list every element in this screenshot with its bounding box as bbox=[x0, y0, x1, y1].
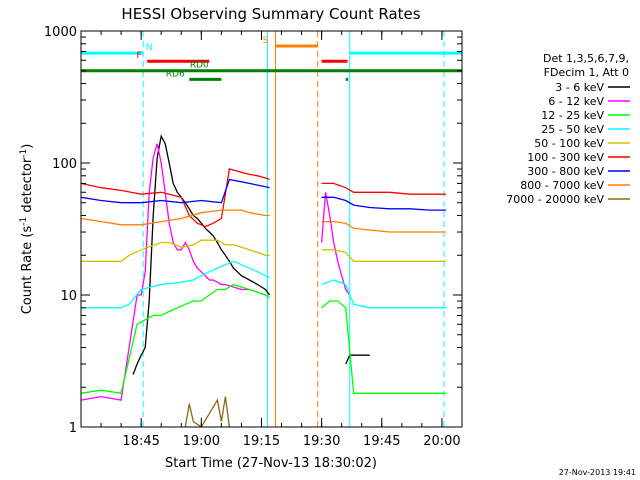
y-tick-label-3: 1000 bbox=[44, 25, 77, 40]
series-2-segment-1 bbox=[321, 300, 446, 394]
legend-label-4: 50 - 100 keV bbox=[534, 137, 604, 150]
flag-n-label: N bbox=[146, 43, 153, 53]
series-7-segment-0 bbox=[80, 209, 270, 226]
plot-frame bbox=[80, 30, 463, 428]
legend: Det 1,3,5,6,7,9,FDecim 1, Att 0 3 - 6 keV… bbox=[506, 52, 630, 206]
y-axis-label: Count Rate (s-1 detector-1) bbox=[19, 144, 35, 315]
series-1-segment-0 bbox=[80, 143, 266, 401]
y-tick-label-1: 10 bbox=[60, 289, 77, 304]
series-7-segment-1 bbox=[321, 220, 446, 233]
legend-header-0: Det 1,3,5,6,7,9, bbox=[543, 52, 629, 65]
x-tick-label-4: 19:45 bbox=[363, 434, 400, 449]
flag-f-label: F bbox=[137, 51, 142, 61]
series-8-segment-0 bbox=[184, 396, 231, 428]
x-axis: 18:45 19:00 19:15 19:30 19:45 20:00 bbox=[100, 31, 461, 449]
x-tick-label-3: 19:30 bbox=[303, 434, 340, 449]
series-4-segment-1 bbox=[321, 249, 446, 262]
footer-timestamp: 27-Nov-2013 19:41 bbox=[559, 468, 636, 477]
legend-label-2: 12 - 25 keV bbox=[541, 109, 604, 122]
x-tick-label-5: 20:00 bbox=[423, 434, 460, 449]
series-6-segment-0 bbox=[80, 178, 270, 204]
x-tick-label-0: 18:45 bbox=[122, 434, 159, 449]
legend-label-3: 25 - 50 keV bbox=[541, 123, 604, 136]
series-3-segment-1 bbox=[321, 279, 446, 309]
series-5-segment-0 bbox=[80, 168, 270, 228]
plot-area: NF RD0 RD6 S bbox=[80, 31, 462, 428]
y-axis: 1 10 100 1000 bbox=[44, 25, 462, 436]
series-4-segment-0 bbox=[81, 239, 270, 262]
y-axis-label-sup2: -1 bbox=[19, 149, 29, 158]
series-3-segment-0 bbox=[81, 260, 270, 309]
legend-label-0: 3 - 6 keV bbox=[555, 81, 604, 94]
chart-title: HESSI Observing Summary Count Rates bbox=[121, 5, 420, 23]
y-tick-label-0: 1 bbox=[69, 421, 77, 436]
series-5-segment-1 bbox=[321, 182, 446, 195]
flag-s-label: S bbox=[263, 36, 269, 46]
y-axis-label-end: ) bbox=[20, 144, 35, 149]
legend-label-6: 300 - 800 keV bbox=[527, 165, 604, 178]
series-6-segment-1 bbox=[321, 196, 446, 211]
series-2-segment-0 bbox=[80, 283, 270, 395]
legend-label-1: 6 - 12 keV bbox=[548, 95, 604, 108]
y-axis-label-mid: detector bbox=[20, 157, 35, 217]
legend-label-7: 800 - 7000 keV bbox=[520, 179, 604, 192]
y-axis-label-main: Count Rate (s bbox=[20, 226, 35, 315]
legend-header-1: FDecim 1, Att 0 bbox=[544, 66, 629, 79]
flag-rd0-label: RD0 bbox=[190, 61, 209, 71]
x-tick-label-1: 19:00 bbox=[183, 434, 220, 449]
series-1-segment-1 bbox=[320, 192, 351, 296]
legend-label-8: 7000 - 20000 keV bbox=[506, 193, 604, 206]
x-tick-label-2: 19:15 bbox=[243, 434, 280, 449]
y-tick-label-2: 100 bbox=[52, 157, 77, 172]
y-axis-label-sup1: -1 bbox=[19, 217, 29, 226]
legend-label-5: 100 - 300 keV bbox=[527, 151, 604, 164]
series-0-segment-0 bbox=[132, 134, 271, 375]
flag-rd6-label: RD6 bbox=[166, 69, 185, 79]
x-axis-label: Start Time (27-Nov-13 18:30:02) bbox=[165, 456, 377, 471]
